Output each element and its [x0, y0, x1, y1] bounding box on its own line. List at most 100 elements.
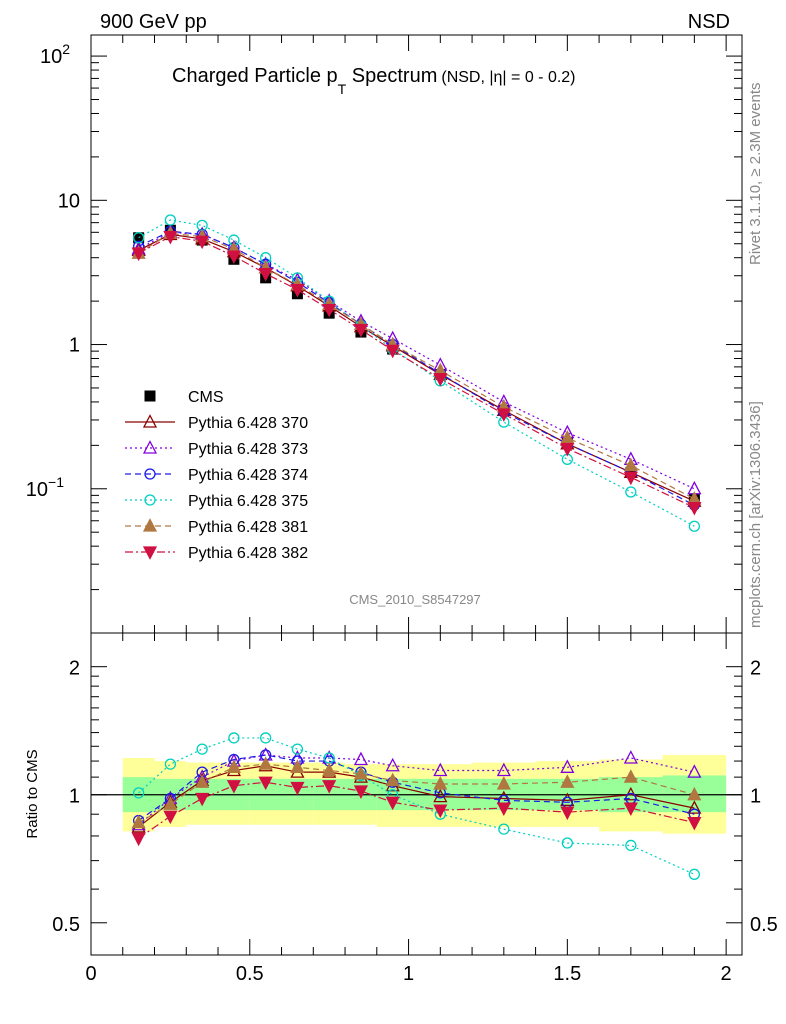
ratio-frame: [90, 632, 743, 956]
spectrum-point-pythia-6-428-382: [353, 323, 368, 338]
legend-entry-pythia-6-428-382: Pythia 6.428 382: [125, 545, 308, 562]
x-tick-label: 2: [721, 963, 732, 985]
spectrum-point-pythia-6-428-382: [433, 373, 448, 387]
spectrum-line-pythia-6-428-370: [138, 233, 695, 502]
ratio-point-pythia-6-428-381: [560, 774, 575, 788]
ratio-point-pythia-6-428-370: [433, 788, 448, 803]
mcplots-label: mcplots.cern.ch [arXiv:1306.3436]: [747, 401, 764, 628]
ratio-point-pythia-6-428-382: [560, 806, 575, 821]
tick-exponent: −1: [48, 474, 64, 490]
spectrum-line-pythia-6-428-373: [138, 231, 695, 490]
spectrum-point-pythia-6-428-381: [623, 457, 638, 472]
ratio-point-pythia-6-428-375: [260, 732, 272, 744]
legend-label: Pythia 6.428 375: [188, 493, 308, 510]
spectrum-point-pythia-6-428-382: [258, 268, 273, 282]
ratio-point-pythia-6-428-375: [688, 868, 701, 880]
ratio-point-pythia-6-428-373: [433, 762, 448, 777]
ratio-y-tick-label-right: 1: [750, 786, 761, 808]
ratio-point-pythia-6-428-381: [687, 786, 702, 801]
legend-label: Pythia 6.428 382: [188, 545, 308, 562]
ratio-point-pythia-6-428-370: [560, 792, 575, 807]
x-tick-label: 0.5: [236, 963, 264, 985]
ratio-point-pythia-6-428-382: [496, 802, 511, 817]
ratio-point-pythia-6-428-381: [385, 772, 400, 787]
ratio-point-pythia-6-428-382: [322, 780, 337, 794]
legend-marker: [142, 546, 158, 560]
ratio-series-pythia-6-428-381: [131, 756, 702, 829]
spectrum-point-pythia-6-428-382: [322, 303, 337, 318]
legend-entry-pythia-6-428-370: Pythia 6.428 370: [125, 414, 308, 432]
spectrum-x-ticks: [90, 35, 727, 633]
ratio-point-pythia-6-428-370: [687, 800, 702, 814]
legend-marker: [144, 390, 156, 402]
ratio-point-pythia-6-428-381: [195, 774, 210, 788]
legend-marker: [144, 494, 156, 506]
ratio-y-label: Ratio to CMS: [24, 749, 41, 838]
legend-marker: [144, 468, 156, 480]
ratio-x-axis: 0 0.5 1 1.5 2: [85, 633, 732, 985]
ratio-point-pythia-6-428-381: [163, 796, 178, 810]
legend-marker: [142, 440, 158, 454]
x-tick-label: 1: [403, 963, 414, 985]
spectrum-series-pythia-6-428-370: [131, 226, 702, 507]
ratio-y-tick-label-left: 1: [69, 786, 80, 808]
ratio-line-pythia-6-428-373: [138, 754, 695, 826]
ratio-point-pythia-6-428-382: [131, 832, 146, 847]
ratio-point-pythia-6-428-381: [131, 814, 146, 829]
tick-base: 10: [40, 46, 62, 68]
title-selection: (NSD, |η| = 0 - 0.2): [441, 69, 575, 86]
spectrum-point-pythia-6-428-382: [560, 442, 575, 457]
ratio-point-pythia-6-428-382: [290, 781, 305, 796]
ratio-line-pythia-6-428-374: [138, 754, 695, 821]
ratio-series-pythia-6-428-382: [131, 776, 702, 847]
ratio-point-pythia-6-428-373: [353, 751, 368, 766]
ratio-point-pythia-6-428-373: [496, 762, 511, 777]
spectrum-y-tick-label: 10: [58, 190, 80, 212]
spectrum-y-tick-label: 1: [69, 335, 80, 357]
ratio-point-pythia-6-428-382: [385, 796, 400, 811]
spectrum-plot-area: [131, 214, 702, 532]
ratio-point-pythia-6-428-375: [625, 839, 637, 852]
tick-exponent: 2: [62, 41, 70, 57]
spectrum-point-pythia-6-428-375: [688, 520, 701, 532]
ratio-point-pythia-6-428-382: [433, 804, 448, 819]
spectrum-point-pythia-6-428-382: [195, 235, 210, 250]
ratio-point-pythia-6-428-381: [322, 762, 337, 777]
ratio-point-pythia-6-428-381: [290, 759, 305, 773]
x-tick-label: 1.5: [553, 963, 581, 985]
ratio-point-pythia-6-428-382: [226, 780, 241, 794]
legend-label: Pythia 6.428 374: [188, 467, 308, 484]
legend-label: CMS: [188, 389, 224, 406]
ratio-point-pythia-6-428-375: [561, 837, 573, 849]
spectrum-point-pythia-6-428-382: [226, 250, 241, 265]
ratio-point-pythia-6-428-382: [623, 802, 638, 817]
ratio-y-axis: 2 2 1 1 0.5 0.5: [52, 658, 778, 936]
ratio-point-pythia-6-428-381: [433, 776, 448, 790]
ratio-point-pythia-6-428-373: [623, 750, 638, 764]
ratio-point-pythia-6-428-382: [195, 792, 210, 807]
ratio-line-pythia-6-428-370: [138, 765, 695, 828]
ratio-point-pythia-6-428-375: [132, 787, 145, 799]
ratio-point-pythia-6-428-382: [687, 816, 702, 831]
rivet-version-label: Rivet 3.1.10, ≥ 2.3M events: [747, 83, 764, 266]
process-label: NSD: [688, 11, 730, 33]
ratio-point-pythia-6-428-382: [258, 776, 273, 791]
legend-entry-cms: CMS: [144, 389, 224, 406]
tick-base: 10: [26, 479, 48, 501]
legend-marker: [142, 414, 158, 428]
legend-entry-pythia-6-428-373: Pythia 6.428 373: [125, 440, 308, 458]
legend-entry-pythia-6-428-375: Pythia 6.428 375: [125, 493, 308, 510]
analysis-label: CMS_2010_S8547297: [349, 592, 481, 607]
spectrum-point-pythia-6-428-382: [623, 471, 638, 486]
spectrum-line-pythia-6-428-381: [138, 232, 695, 500]
ratio-point-pythia-6-428-373: [687, 764, 702, 778]
plot-title: Charged Particle pT Spectrum (NSD, |η| = …: [172, 65, 576, 97]
ratio-point-pythia-6-428-375: [196, 743, 208, 755]
legend-label: Pythia 6.428 381: [188, 519, 308, 536]
spectrum-point-pythia-6-428-375: [164, 214, 177, 226]
title-main: Charged Particle p: [172, 65, 338, 87]
legend-marker: [142, 518, 158, 532]
legend-label: Pythia 6.428 370: [188, 415, 308, 432]
